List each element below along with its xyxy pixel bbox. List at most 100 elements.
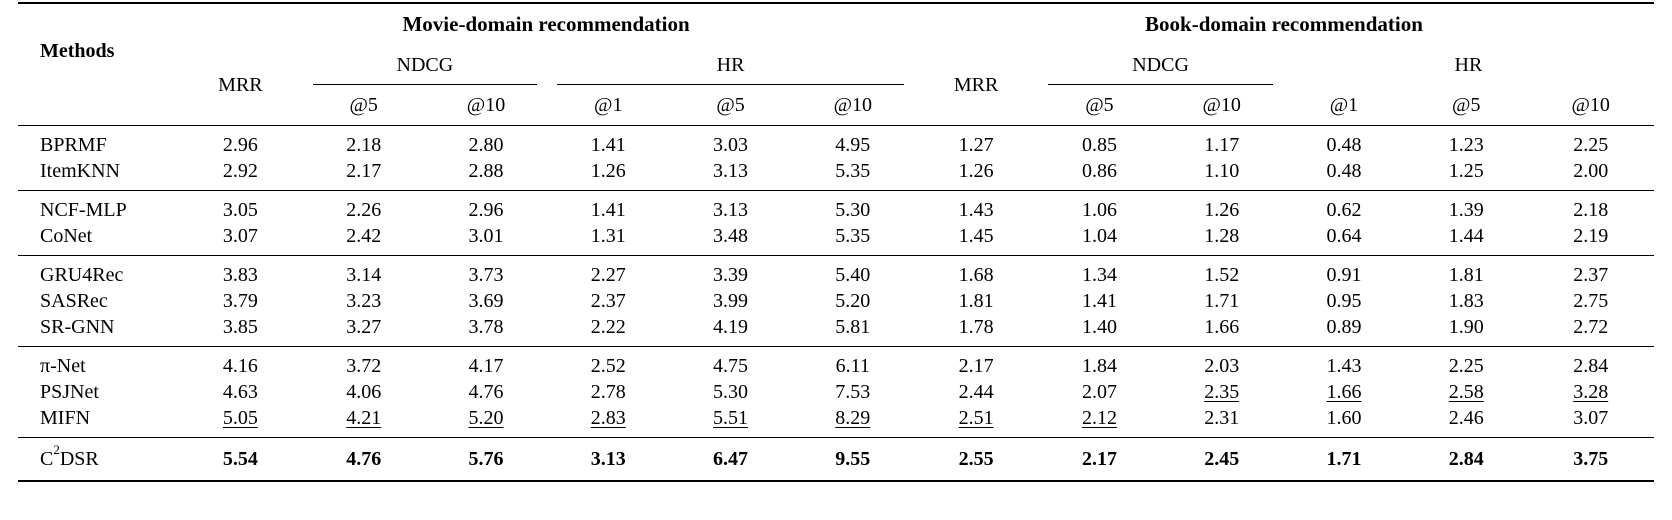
cell-value: 2.22 <box>590 316 626 338</box>
book-ndcg10-header: @10 <box>1202 93 1241 116</box>
cell-value: 3.48 <box>713 225 749 247</box>
cell-value: 1.39 <box>1448 199 1484 221</box>
cell: 2.00 <box>1527 158 1654 191</box>
cell: 2.26 <box>303 191 425 224</box>
cell: 1.04 <box>1038 223 1160 256</box>
cell: 2.78 <box>547 379 669 405</box>
cell: 2.58 <box>1405 379 1527 405</box>
cell-value: 2.80 <box>468 134 504 156</box>
cell: 3.75 <box>1573 447 1609 470</box>
cell: 3.23 <box>303 288 425 314</box>
table-row: ItemKNN 2.92 2.17 2.88 1.26 3.13 5.35 1.26 0.86 1… <box>18 158 1654 191</box>
cell-value: 1.60 <box>1326 407 1362 429</box>
cell-value: 1.66 <box>1204 316 1240 338</box>
cell-value: 2.17 <box>346 160 382 182</box>
cell: 2.42 <box>303 223 425 256</box>
cell: 1.10 <box>1161 158 1283 191</box>
cell-value: 1.27 <box>958 134 994 156</box>
table-row: SR-GNN 3.85 3.27 3.78 2.22 4.19 5.81 1.78 1.40 1.… <box>18 314 1654 347</box>
cell: 0.48 <box>1283 126 1405 159</box>
table-row: CoNet 3.07 2.42 3.01 1.31 3.48 5.35 1.45 1.04 1.2… <box>18 223 1654 256</box>
cell-value: 3.73 <box>468 264 504 286</box>
movie-hr10-header: @10 <box>833 93 872 116</box>
movie-domain-header: Movie-domain recommendation <box>178 3 914 45</box>
cell: 1.34 <box>1038 256 1160 289</box>
cell-value: 8.29 <box>835 407 871 429</box>
method-name: CoNet <box>40 225 93 247</box>
cell: 1.52 <box>1161 256 1283 289</box>
movie-mrr-header: MRR <box>218 73 263 96</box>
cell-value: 2.96 <box>222 134 258 156</box>
cell: 3.73 <box>425 256 547 289</box>
cell: 5.54 <box>222 447 258 470</box>
cell-value: 5.30 <box>835 199 871 221</box>
cell: 1.44 <box>1405 223 1527 256</box>
cell: 2.44 <box>914 379 1038 405</box>
book-mrr-header: MRR <box>953 73 999 96</box>
cell-value: 1.45 <box>958 225 994 247</box>
cell: 2.27 <box>547 256 669 289</box>
cell: 2.51 <box>914 405 1038 438</box>
cell: 4.17 <box>425 347 547 380</box>
cell-value: 2.03 <box>1204 355 1240 377</box>
cell-value: 5.35 <box>835 160 871 182</box>
cell: 5.81 <box>792 314 914 347</box>
cell: 3.48 <box>669 223 791 256</box>
movie-hr5-header: @5 <box>716 93 745 116</box>
cell-value: 5.20 <box>468 407 504 429</box>
cell-value: 4.16 <box>222 355 258 377</box>
cell: 5.51 <box>669 405 791 438</box>
cell: 1.45 <box>914 223 1038 256</box>
cell: 1.31 <box>547 223 669 256</box>
cell: 1.43 <box>1283 347 1405 380</box>
methods-header: Methods <box>40 40 115 62</box>
cell-value: 3.01 <box>468 225 504 247</box>
cell-value: 2.25 <box>1573 134 1609 156</box>
cell-value: 0.85 <box>1081 134 1117 156</box>
cell: 2.17 <box>1081 447 1117 470</box>
cell-value: 2.42 <box>346 225 382 247</box>
table-row: π-Net 4.16 3.72 4.17 2.52 4.75 6.11 2.17 1.84 2.0… <box>18 346 1654 380</box>
cell: 4.21 <box>303 405 425 438</box>
cell-value: 2.78 <box>590 381 626 403</box>
results-body: BPRMF 2.96 2.18 2.80 1.41 3.03 4.95 1.27 0.85 1.1… <box>18 125 1654 438</box>
cell: 3.99 <box>669 288 791 314</box>
method-name: π-Net <box>40 355 86 377</box>
cell: 5.35 <box>792 223 914 256</box>
cell: 2.55 <box>958 447 994 470</box>
cell-value: 3.83 <box>222 264 258 286</box>
table-row-best: C2DSR 5.54 4.76 5.76 3.13 6.47 9.55 2.55… <box>18 437 1654 481</box>
cell-value: 3.03 <box>713 134 749 156</box>
results-table: Methods Movie-domain recommendation Book… <box>18 2 1654 482</box>
cell: 0.62 <box>1283 191 1405 224</box>
method-name: ItemKNN <box>40 160 120 182</box>
cell: 0.64 <box>1283 223 1405 256</box>
cell: 8.29 <box>792 405 914 438</box>
cell: 2.37 <box>1527 256 1654 289</box>
cell: 5.76 <box>468 447 504 470</box>
cell: 1.23 <box>1405 126 1527 159</box>
cell-value: 2.37 <box>590 290 626 312</box>
cell-value: 2.18 <box>1573 199 1609 221</box>
table-row: NCF-MLP 3.05 2.26 2.96 1.41 3.13 5.30 1.43 1.06 1… <box>18 190 1654 224</box>
cell-value: 2.26 <box>346 199 382 221</box>
cell-value: 5.30 <box>713 381 749 403</box>
cell: 3.01 <box>425 223 547 256</box>
cell: 2.03 <box>1161 347 1283 380</box>
cell: 2.18 <box>303 126 425 159</box>
cell: 2.84 <box>1448 447 1484 470</box>
cell: 2.88 <box>425 158 547 191</box>
cell: 2.52 <box>547 347 669 380</box>
cell: 1.90 <box>1405 314 1527 347</box>
cell-value: 5.40 <box>835 264 871 286</box>
cell: 1.66 <box>1283 379 1405 405</box>
cell: 0.48 <box>1283 158 1405 191</box>
cell: 1.71 <box>1326 447 1362 470</box>
cell: 3.27 <box>303 314 425 347</box>
cell: 2.18 <box>1527 191 1654 224</box>
cell: 2.80 <box>425 126 547 159</box>
cell: 4.95 <box>792 126 914 159</box>
book-hr1-header: @1 <box>1329 93 1359 116</box>
cell: 2.22 <box>547 314 669 347</box>
